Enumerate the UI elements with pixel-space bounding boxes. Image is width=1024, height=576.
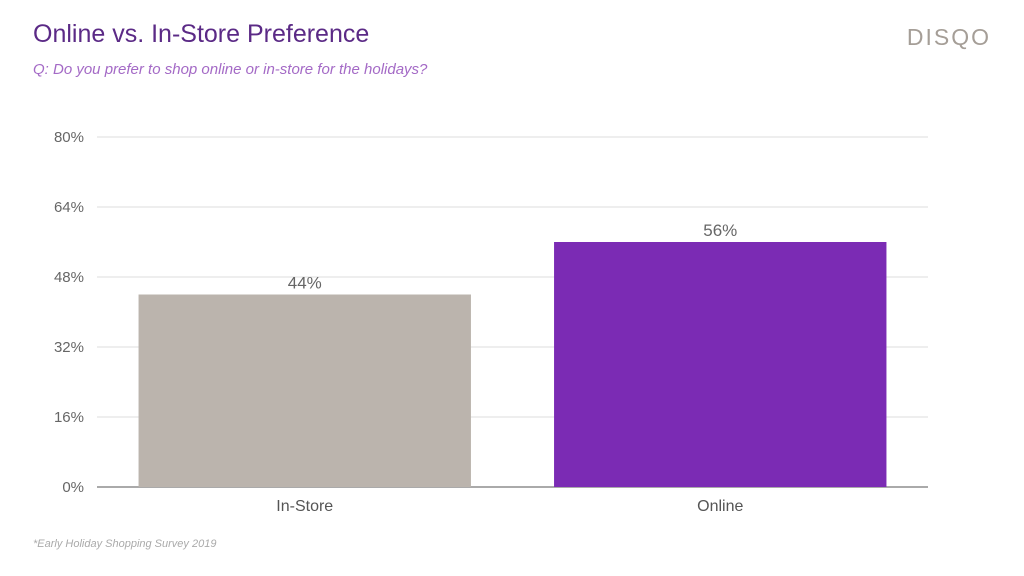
data-label: 44% bbox=[288, 274, 322, 293]
bars bbox=[138, 242, 887, 487]
data-label: 56% bbox=[703, 221, 737, 240]
y-tick-label: 64% bbox=[54, 199, 84, 216]
x-tick-label: In-Store bbox=[276, 498, 333, 515]
brand-logo: DISQO bbox=[906, 24, 991, 50]
y-tick-label: 0% bbox=[62, 479, 84, 496]
chart-subtitle: Q: Do you prefer to shop online or in-st… bbox=[33, 61, 428, 78]
chart-title: Online vs. In-Store Preference bbox=[33, 20, 370, 48]
y-tick-label: 80% bbox=[54, 129, 84, 146]
y-tick-label: 32% bbox=[54, 339, 84, 356]
footnote: *Early Holiday Shopping Survey 2019 bbox=[33, 538, 217, 550]
x-tick-label: Online bbox=[697, 498, 743, 515]
bar-in-store bbox=[138, 294, 471, 487]
bar-online bbox=[554, 242, 887, 487]
labels: 0% 16% 32% 48% 64% 80% 44% In-Store 56% Online bbox=[54, 129, 744, 515]
y-tick-label: 48% bbox=[54, 269, 84, 286]
y-tick-label: 16% bbox=[54, 409, 84, 426]
